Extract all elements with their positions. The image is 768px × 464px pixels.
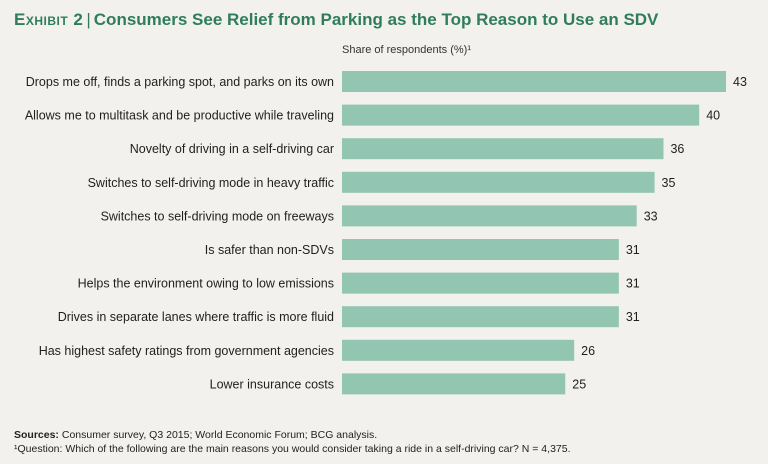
category-label: Allows me to multitask and be productive… [25,109,334,123]
bar [342,373,566,395]
bar [342,306,619,328]
value-label: 35 [662,176,676,190]
category-label: Novelty of driving in a self-driving car [130,142,334,156]
category-label: Drives in separate lanes where traffic i… [58,310,334,324]
title-text: Consumers See Relief from Parking as the… [93,10,659,29]
value-label: 26 [581,344,595,358]
bar [342,104,700,126]
value-label: 31 [626,277,640,291]
sources-label: Sources: [14,429,59,441]
category-label: Drops me off, finds a parking spot, and … [26,75,334,89]
x-axis-label: Share of respondents (%)¹ [342,44,472,56]
bar [342,239,619,260]
bar [342,272,619,294]
value-label: 31 [626,243,640,257]
chart-title: Exhibit 2 | Consumers See Relief from Park… [14,10,658,30]
bar [342,339,575,361]
bar [342,138,664,160]
sources-text: Consumer survey, Q3 2015; World Economic… [58,429,378,441]
category-label: Switches to self-driving mode on freeway… [101,209,334,223]
title-separator: | [86,10,91,29]
exhibit-number: Exhibit 2 [14,10,84,29]
category-label: Lower insurance costs [210,377,334,391]
category-label: Helps the environment owing to low emiss… [78,277,334,291]
bar [342,171,655,193]
value-label: 25 [572,377,586,391]
bar [342,205,637,227]
sources-note: Sources: Consumer survey, Q3 2015; World… [14,428,571,456]
value-label: 43 [733,75,747,89]
bar [342,71,726,92]
category-label: Has highest safety ratings from governme… [39,344,334,358]
value-label: 36 [670,142,684,156]
value-label: 33 [644,209,658,223]
category-label: Switches to self-driving mode in heavy t… [88,176,334,190]
value-label: 31 [626,310,640,324]
category-label: Is safer than non-SDVs [205,243,334,257]
value-label: 40 [706,109,720,123]
footnote: ¹Question: Which of the following are th… [14,443,571,455]
